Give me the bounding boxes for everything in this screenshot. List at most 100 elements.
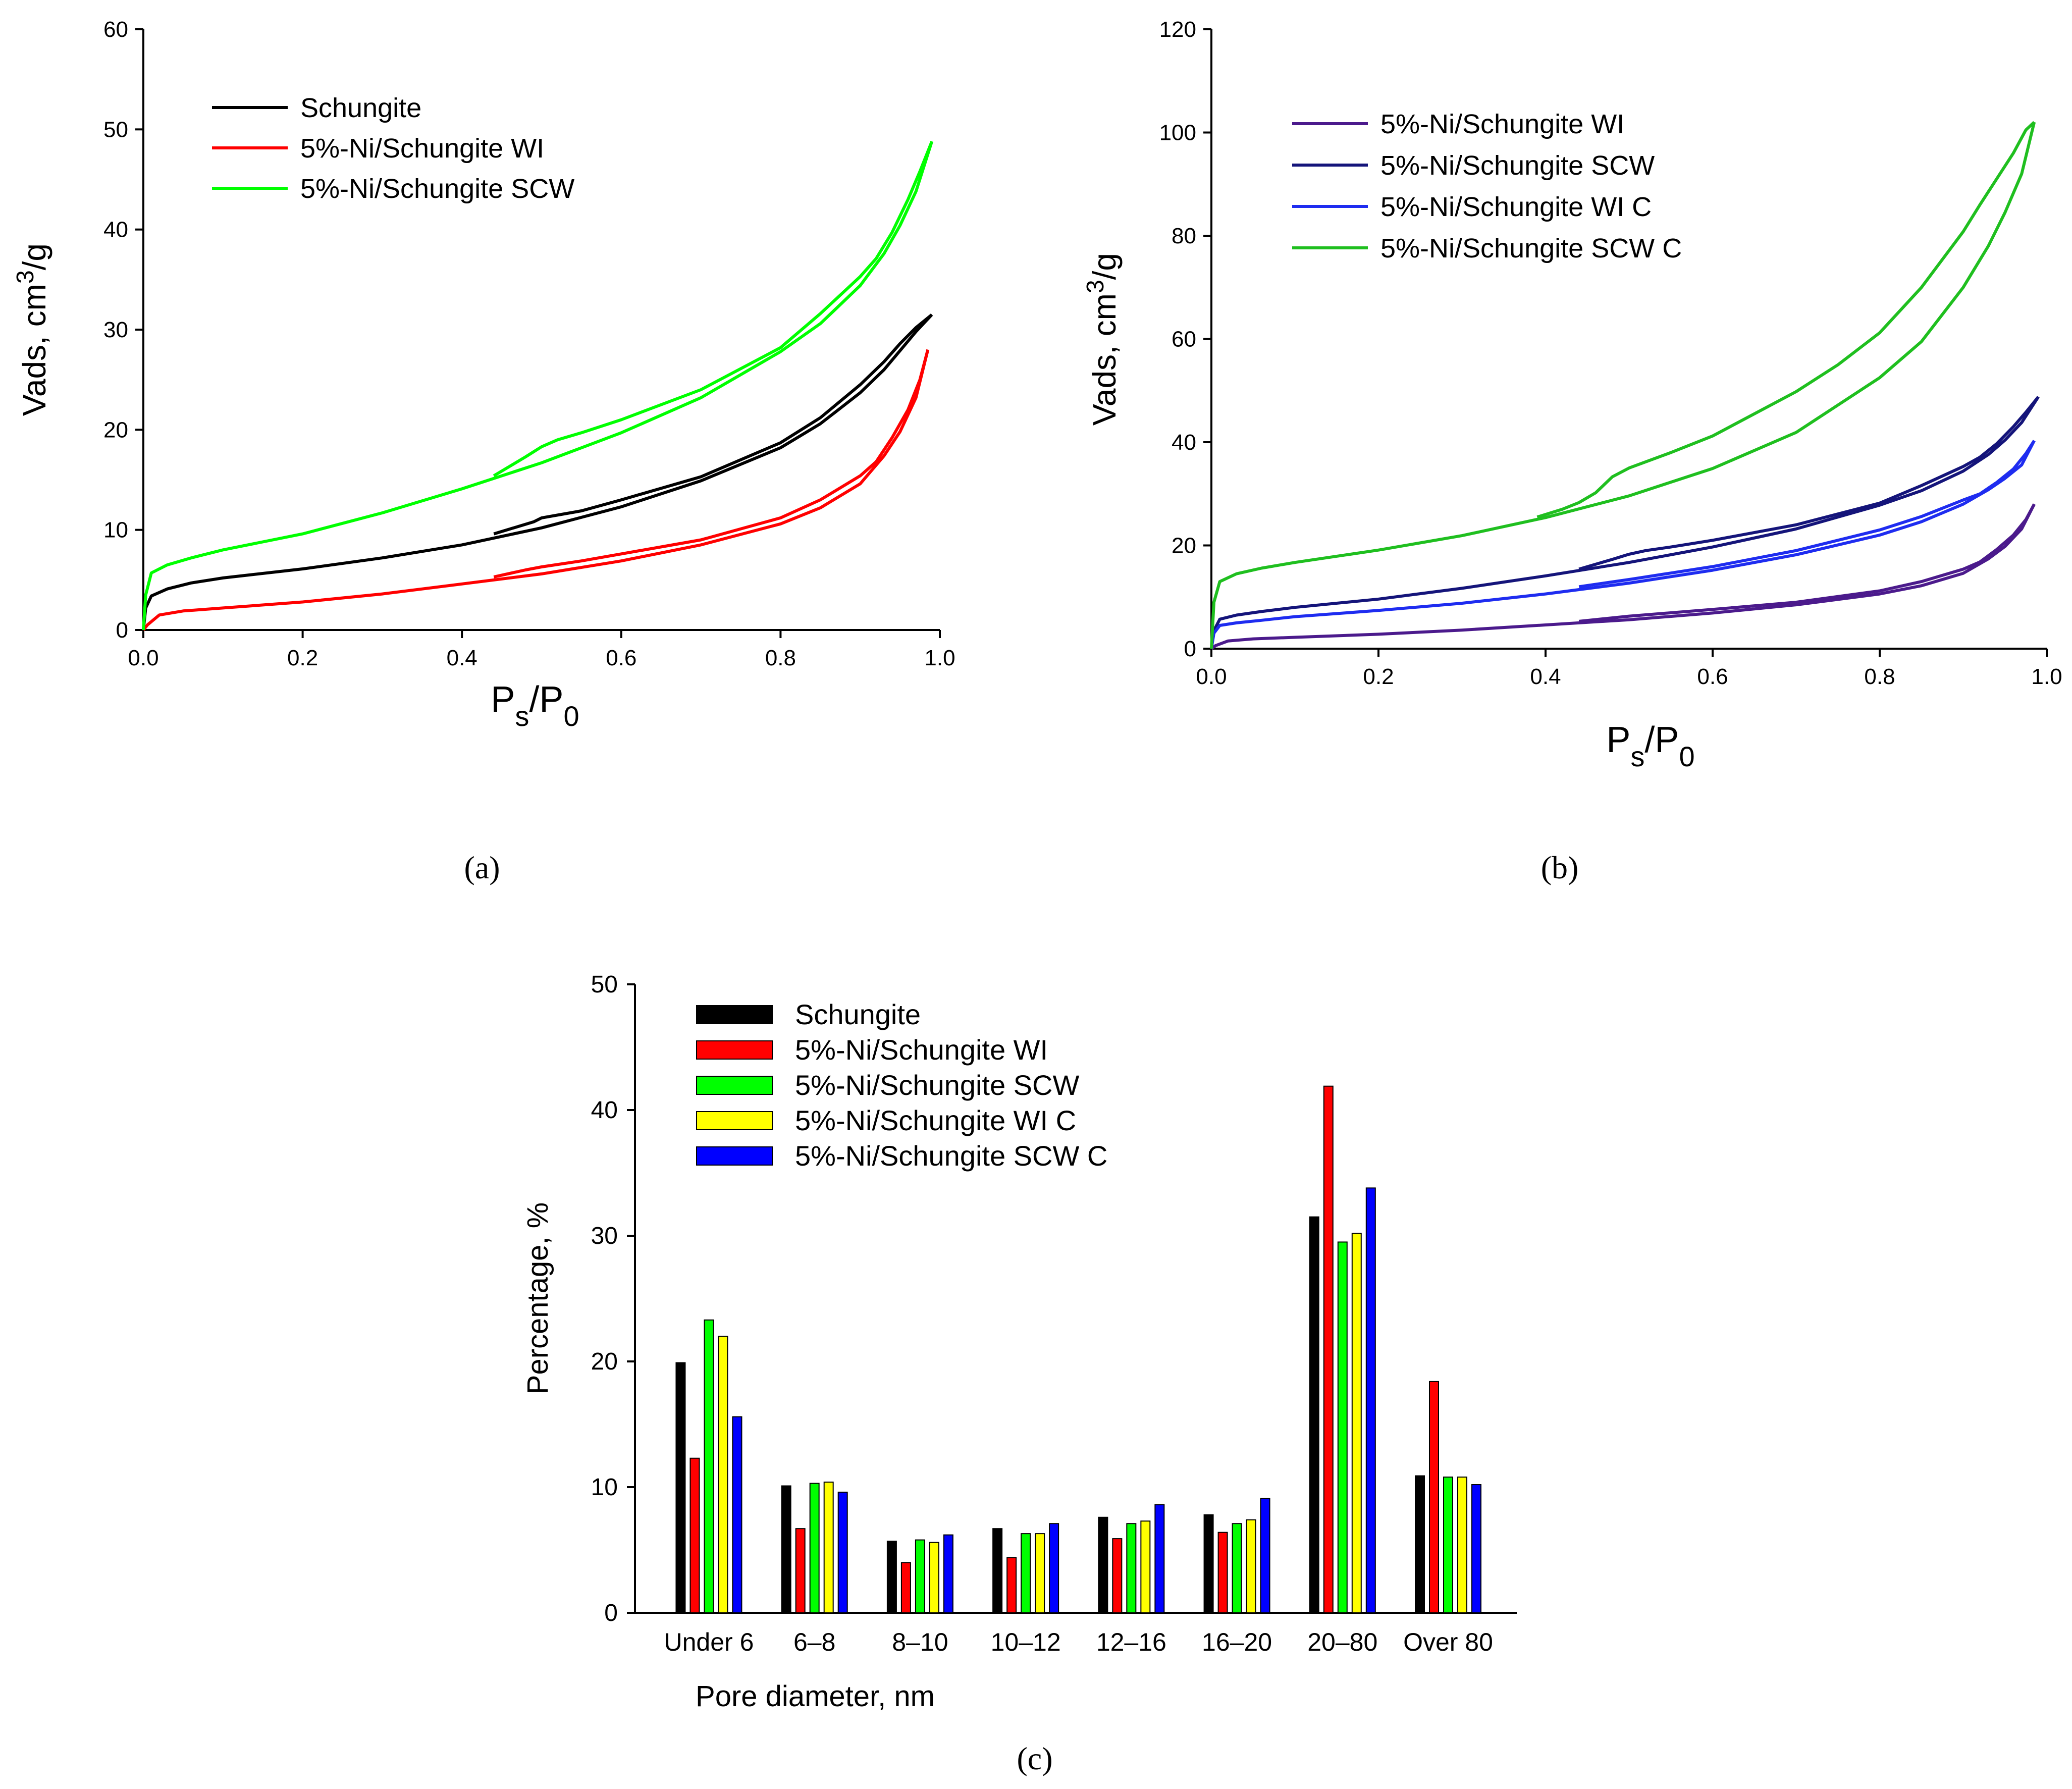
bar-3-5 <box>1246 1519 1256 1613</box>
y-axis-label: Vads, cm3/g <box>1082 253 1123 426</box>
y-tick-label: 20 <box>1172 534 1196 558</box>
x-tick-label: 0.8 <box>1864 664 1895 689</box>
y-axis-label-part: /g <box>16 243 52 270</box>
y-tick-label: 100 <box>1159 121 1196 145</box>
x-tick-label: 0.6 <box>606 646 636 670</box>
x-tick-label: 0.0 <box>1196 664 1227 689</box>
x-tick-label: 16–20 <box>1202 1628 1272 1656</box>
bar-1-4 <box>1112 1538 1123 1614</box>
legend-swatch <box>696 1076 773 1095</box>
x-tick-label: 1.0 <box>924 646 955 670</box>
x-tick-label: 0.2 <box>1363 664 1394 689</box>
x-tick-label: 0.4 <box>1530 664 1561 689</box>
y-tick-label: 50 <box>103 117 128 142</box>
x-tick-label: 0.6 <box>1697 664 1728 689</box>
y-axis-label-part: 3 <box>1082 280 1109 293</box>
x-tick-label: 20–80 <box>1307 1628 1377 1656</box>
bar-3-3 <box>1035 1533 1045 1613</box>
bar-1-2 <box>900 1562 911 1613</box>
adsorption-line-2 <box>142 141 934 630</box>
y-tick-label: 50 <box>591 971 618 998</box>
y-tick-label: 30 <box>591 1223 618 1249</box>
desorption-line-2 <box>1578 440 2036 589</box>
legend-swatch <box>696 1005 773 1024</box>
y-tick-label: 80 <box>1172 224 1196 248</box>
legend-label: 5%-Ni/Schungite SCW <box>795 1069 1079 1101</box>
bar-4-7 <box>1471 1484 1482 1614</box>
bar-4-5 <box>1260 1498 1270 1613</box>
desorption-line-3 <box>1536 121 2036 519</box>
legend-label: 5%-Ni/Schungite SCW C <box>795 1140 1107 1172</box>
x-axis-label: Pore diameter, nm <box>696 1680 935 1713</box>
legend-swatch <box>696 1146 773 1166</box>
legend-swatch <box>696 1111 773 1130</box>
bar-3-2 <box>929 1542 939 1614</box>
y-tick-label: 0 <box>604 1600 618 1626</box>
legend-swatch <box>696 1040 773 1060</box>
bar-3-0 <box>718 1336 728 1613</box>
y-tick-label: 30 <box>103 318 128 342</box>
bar-0-2 <box>886 1541 897 1614</box>
bar-1-7 <box>1429 1381 1440 1614</box>
adsorption-line-0 <box>142 313 933 630</box>
x-tick-label: 6–8 <box>793 1628 835 1656</box>
chart-c: 0 10 20 30 40 50 Under 6 6–8 8–10 10–12 12–16 16–20… <box>521 971 1517 1776</box>
y-tick-label: 0 <box>1184 637 1196 661</box>
bar-3-7 <box>1457 1477 1468 1614</box>
x-axis-label-part: /P <box>1644 720 1679 760</box>
adsorption-line-3 <box>1210 122 2036 649</box>
bar-1-1 <box>795 1528 806 1613</box>
bar-0-4 <box>1098 1516 1108 1614</box>
bar-1-5 <box>1217 1532 1228 1613</box>
bar-2-6 <box>1337 1241 1348 1613</box>
y-tick-label: 40 <box>1172 430 1196 455</box>
bar-1-3 <box>1006 1557 1017 1613</box>
legend-label: 5%-Ni/Schungite WI <box>300 133 544 164</box>
bar-4-4 <box>1154 1504 1165 1614</box>
x-axis-label-part: P <box>491 679 515 720</box>
bar-1-0 <box>689 1457 700 1613</box>
legend-label: Schungite <box>795 998 921 1030</box>
adsorption-line-0 <box>1210 503 2036 650</box>
bar-2-1 <box>809 1483 820 1614</box>
bar-2-5 <box>1232 1523 1242 1613</box>
y-tick-label: 40 <box>591 1097 618 1124</box>
legend-label: 5%-Ni/Schungite WI C <box>795 1104 1076 1136</box>
adsorption-line-1 <box>142 349 930 631</box>
x-axis-label-part: s <box>1630 741 1644 772</box>
legend-label: 5%-Ni/Schungite WI <box>1380 109 1624 139</box>
x-axis-label-part: /P <box>529 679 563 720</box>
bar-2-4 <box>1126 1523 1137 1613</box>
y-axis-label-part: Vads, cm <box>1086 293 1123 426</box>
bar-4-6 <box>1365 1187 1376 1613</box>
bar-4-3 <box>1049 1523 1059 1613</box>
chart-caption: (a) <box>464 850 500 885</box>
y-tick-label: 20 <box>591 1348 618 1375</box>
bar-0-6 <box>1309 1216 1319 1613</box>
y-tick-label: 20 <box>103 417 128 442</box>
desorption-line-1 <box>1578 396 2040 571</box>
y-axis-label-part: /g <box>1086 253 1123 280</box>
desorption-line-2 <box>493 140 933 478</box>
x-tick-label: 1.0 <box>2031 664 2062 689</box>
y-axis-label: Percentage, % <box>521 1202 554 1394</box>
legend-label: 5%-Ni/Schungite SCW C <box>1380 233 1682 264</box>
bar-3-1 <box>823 1482 834 1614</box>
bar-2-7 <box>1443 1477 1454 1614</box>
bar-2-2 <box>915 1539 925 1614</box>
x-tick-label: 10–12 <box>991 1628 1061 1656</box>
x-tick-label: Under 6 <box>664 1628 754 1656</box>
y-tick-label: 40 <box>103 218 128 242</box>
bar-4-2 <box>943 1534 953 1614</box>
y-axis-label-part: Vads, cm <box>16 284 52 416</box>
x-tick-label: 0.8 <box>765 646 796 670</box>
bar-0-0 <box>675 1362 686 1613</box>
legend-label: Schungite <box>300 93 421 123</box>
desorption-line-0 <box>1578 503 2036 623</box>
bar-2-0 <box>704 1319 714 1614</box>
y-tick-label: 60 <box>1172 327 1196 352</box>
x-tick-label: 0.0 <box>128 646 158 670</box>
x-axis-label-part: 0 <box>1679 741 1694 772</box>
